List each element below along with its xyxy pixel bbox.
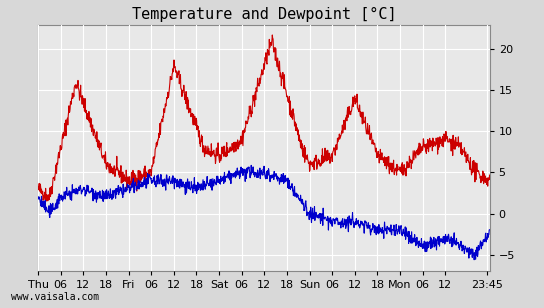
Title: Temperature and Dewpoint [°C]: Temperature and Dewpoint [°C] — [132, 7, 396, 22]
Text: www.vaisala.com: www.vaisala.com — [11, 292, 99, 302]
